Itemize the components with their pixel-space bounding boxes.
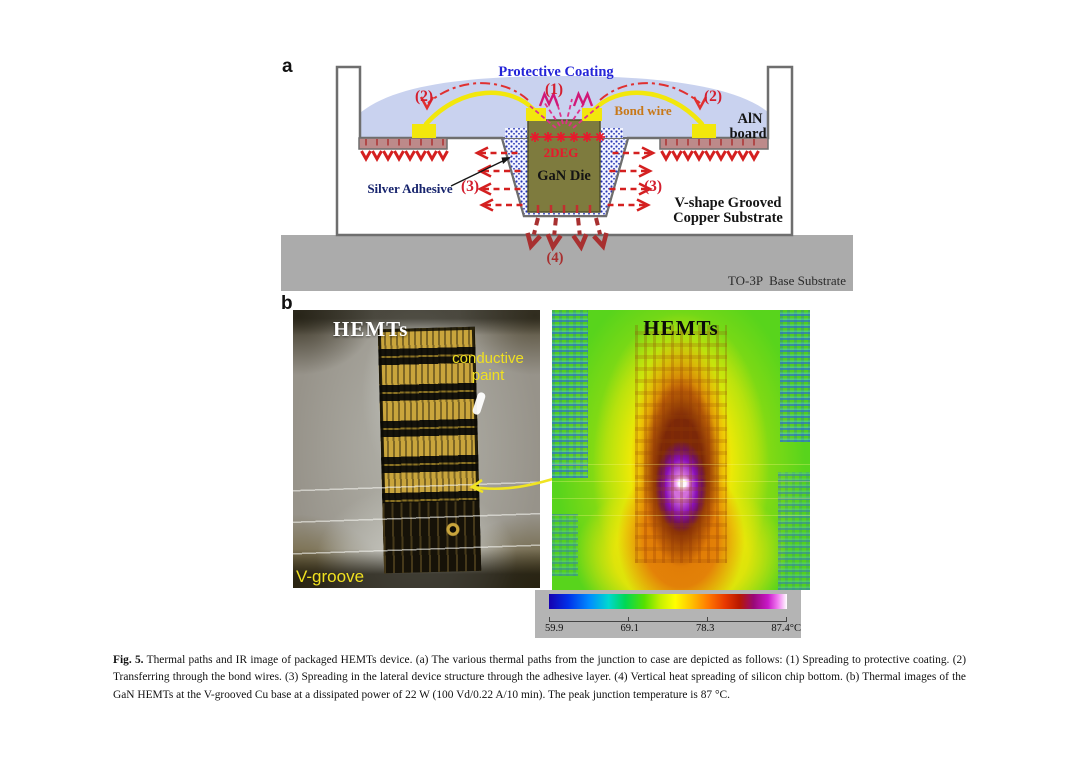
conductive-paint-label: conductive paint: [441, 350, 535, 384]
figure-caption: Fig. 5. Thermal paths and IR image of pa…: [113, 652, 966, 704]
scale-tick-3: 87.4°C: [771, 623, 801, 634]
ir-thermal-image: HEMTs: [552, 310, 810, 590]
thermal-title: HEMTs: [643, 316, 719, 340]
path-3-left-label: (3): [461, 178, 479, 195]
bond-wire-label: Bond wire: [614, 103, 671, 118]
aln-board-label-2: board: [729, 126, 766, 142]
2deg-label: 2DEG: [544, 145, 579, 160]
caption-label: Fig. 5.: [113, 654, 144, 666]
bond-wires: [412, 90, 716, 138]
conductive-paint-line1: conductive: [452, 350, 524, 367]
temperature-axis: [549, 617, 787, 622]
scale-tick-3-value: 87.4: [771, 623, 790, 634]
die-pad-left: [526, 108, 546, 121]
vshape-label-2: Copper Substrate: [673, 210, 783, 226]
gan-die-label: GaN Die: [537, 168, 591, 184]
photo-title: HEMTs: [333, 317, 409, 341]
path-4-label: (4): [547, 250, 564, 266]
to3p-base-label: TO-3P Base Substrate: [728, 273, 846, 288]
thermal-paths-diagram: TO-3P Base Substrate: [281, 64, 853, 291]
path-2-left-label: (2): [415, 88, 433, 105]
temperature-gradient-bar: [549, 594, 787, 609]
vshape-label-1: V-shape Grooved: [674, 195, 781, 211]
thermal-device-texture: [635, 325, 727, 563]
2deg-heat-stars: [529, 131, 606, 143]
protective-coating-label: Protective Coating: [498, 64, 614, 80]
hemts-photo: HEMTs conductive paint V-groove: [293, 310, 540, 588]
gan-die: [526, 108, 602, 213]
thermal-noise-band: [780, 310, 810, 442]
silver-adhesive-pointer: [450, 157, 511, 187]
silver-adhesive-label: Silver Adhesive: [367, 181, 453, 196]
path-2-right-label: (2): [704, 88, 722, 105]
panel-b-label: b: [281, 293, 293, 314]
thermal-noise-band: [552, 310, 588, 478]
aln-board-label-1: AlN: [738, 111, 764, 127]
v-groove-label: V-groove: [296, 567, 365, 586]
panel-a-label: a: [282, 56, 293, 77]
temperature-scale: 59.9 69.1 78.3 87.4°C: [535, 590, 801, 638]
path-1-label: (1): [545, 81, 563, 98]
scale-tick-2: 78.3: [695, 623, 715, 634]
path-3-right-label: (3): [644, 178, 662, 195]
die-pad-right: [582, 108, 602, 121]
to3p-base-substrate: TO-3P Base Substrate: [281, 235, 853, 291]
aln-board-left: [358, 137, 449, 161]
heat-path-2: [419, 82, 708, 111]
film-reflection-lines: [293, 460, 540, 555]
heat-path-1: [529, 90, 600, 129]
scale-tick-1: 69.1: [620, 623, 639, 634]
thermal-noise-band: [778, 472, 810, 590]
scale-unit: °C: [789, 623, 801, 634]
protective-coating-dome: [360, 76, 768, 138]
scale-tick-0: 59.9: [545, 623, 564, 634]
thermal-scan-lines: [552, 460, 810, 532]
paint-pointer-arrow: [469, 476, 557, 494]
caption-text: Thermal paths and IR image of packaged H…: [113, 654, 966, 701]
thermal-noise-band: [552, 514, 578, 576]
conductive-paint-line2: paint: [471, 367, 505, 384]
temperature-tick-labels: 59.9 69.1 78.3 87.4°C: [545, 623, 801, 634]
